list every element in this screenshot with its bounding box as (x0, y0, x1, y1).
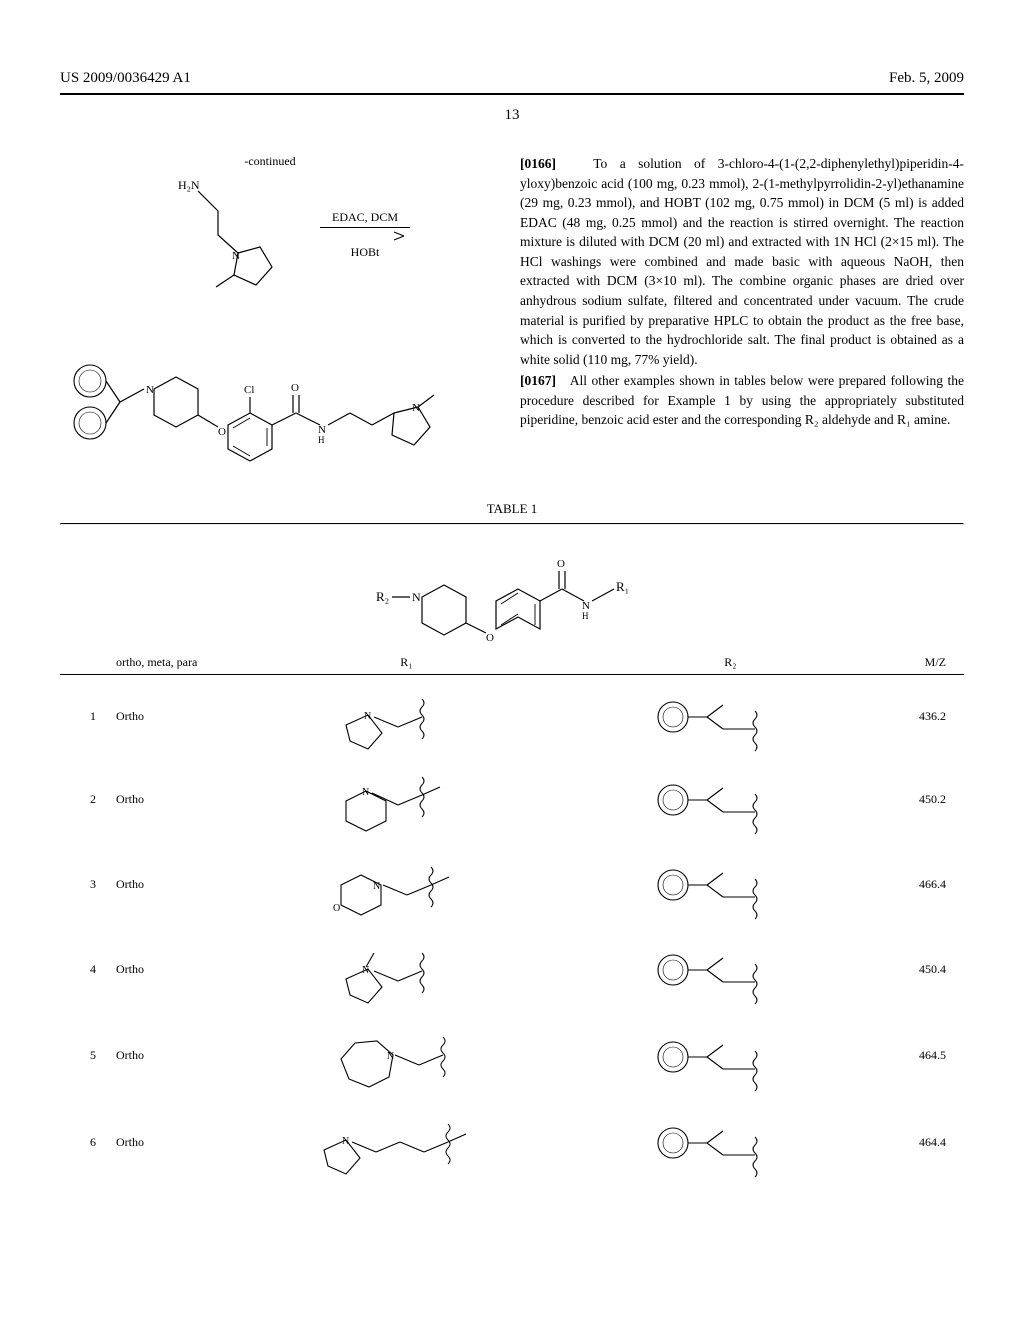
col-pos: ortho, meta, para (110, 651, 232, 675)
table-row: 3 Ortho N O (60, 841, 964, 927)
table-header-row: ortho, meta, para R₁ R₂ M/Z (60, 651, 964, 675)
table-row: 5 Ortho N (60, 1011, 964, 1100)
svg-text:N: N (412, 402, 420, 414)
svg-text:H: H (318, 435, 325, 445)
col-r2: R₂ (581, 651, 880, 675)
svg-text:N: N (373, 881, 380, 892)
para-text-0167: All other examples shown in tables below… (520, 373, 964, 427)
cell-pos: Ortho (110, 1100, 232, 1184)
svg-text:N: N (146, 384, 154, 396)
svg-text:N: N (387, 1051, 394, 1062)
page-number: 13 (60, 107, 964, 124)
cell-mz: 436.2 (880, 675, 964, 758)
reagents-top: EDAC, DCM (320, 210, 410, 225)
paragraph-0167: [0167] All other examples shown in table… (520, 371, 964, 430)
svg-text:R₂: R₂ (376, 589, 389, 604)
cell-mz: 464.5 (880, 1011, 964, 1100)
table-row: 6 Ortho N (60, 1100, 964, 1184)
svg-text:H: H (582, 611, 589, 621)
cell-r1: N (232, 1011, 581, 1100)
running-header: US 2009/0036429 A1 Feb. 5, 2009 (60, 70, 964, 87)
reagents-bottom: HOBt (320, 245, 410, 260)
paragraph-0166: [0166] To a solution of 3-chloro-4-(1-(2… (520, 154, 964, 369)
cell-r2 (581, 1100, 880, 1184)
pub-date: Feb. 5, 2009 (889, 70, 964, 87)
table-core-structure: R₂ N O O N H (60, 525, 964, 651)
cell-r2 (581, 927, 880, 1011)
col-r1: R₁ (232, 651, 581, 675)
cell-pos: Ortho (110, 757, 232, 841)
scheme-row-top: H₂N N EDAC, DCM HOBt (90, 175, 480, 295)
page-container: US 2009/0036429 A1 Feb. 5, 2009 13 -cont… (0, 0, 1024, 1224)
table-caption: TABLE 1 (60, 501, 964, 517)
svg-text:R₁: R₁ (616, 579, 629, 594)
cell-mz: 464.4 (880, 1100, 964, 1184)
scheme-row-product: N O Cl O (60, 299, 480, 479)
cell-r2 (581, 1011, 880, 1100)
cell-pos: Ortho (110, 841, 232, 927)
svg-text:H₂N: H₂N (178, 178, 200, 192)
continued-label: -continued (60, 154, 480, 169)
svg-text:N: N (412, 590, 421, 604)
cell-idx: 5 (60, 1011, 110, 1100)
cell-idx: 1 (60, 675, 110, 758)
cell-pos: Ortho (110, 675, 232, 758)
para-num-0166: [0166] (520, 156, 556, 171)
cell-idx: 2 (60, 757, 110, 841)
cell-r2 (581, 841, 880, 927)
cell-r2 (581, 757, 880, 841)
cell-r1: N O (232, 841, 581, 927)
para-text-0166: To a solution of 3-chloro-4-(1-(2,2-diph… (520, 156, 964, 367)
svg-text:O: O (218, 426, 226, 438)
cell-r2 (581, 675, 880, 758)
cell-mz: 450.2 (880, 757, 964, 841)
left-column: -continued H₂N N EDAC, DCM (60, 154, 480, 483)
cell-r1: N (232, 675, 581, 758)
para-num-0167: [0167] (520, 373, 556, 388)
cell-idx: 6 (60, 1100, 110, 1184)
cell-mz: 466.4 (880, 841, 964, 927)
table-data: ortho, meta, para R₁ R₂ M/Z 1 Ortho N (60, 651, 964, 1184)
cell-r1: N (232, 927, 581, 1011)
svg-text:O: O (557, 558, 565, 570)
cell-r1: N (232, 1100, 581, 1184)
product-structure: N O Cl O (60, 299, 480, 479)
svg-text:N: N (362, 787, 369, 798)
right-column: [0166] To a solution of 3-chloro-4-(1-(2… (520, 154, 964, 483)
cell-idx: 4 (60, 927, 110, 1011)
table-row: 4 Ortho N (60, 927, 964, 1011)
col-mz: M/Z (880, 651, 964, 675)
svg-text:O: O (291, 382, 299, 394)
svg-text:N: N (342, 1136, 349, 1147)
cell-idx: 3 (60, 841, 110, 927)
svg-text:O: O (333, 903, 340, 914)
header-rule (60, 93, 964, 95)
cell-mz: 450.4 (880, 927, 964, 1011)
col-idx (60, 651, 110, 675)
cell-pos: Ortho (110, 927, 232, 1011)
table-row: 2 Ortho N (60, 757, 964, 841)
svg-text:N: N (364, 711, 371, 722)
amine-reactant-structure: H₂N N (160, 175, 310, 295)
pub-number: US 2009/0036429 A1 (60, 70, 191, 87)
reaction-arrow: EDAC, DCM HOBt (320, 210, 410, 260)
table-row: 1 Ortho N (60, 675, 964, 758)
svg-text:N: N (232, 250, 240, 262)
two-column-layout: -continued H₂N N EDAC, DCM (60, 154, 964, 483)
svg-text:Cl: Cl (244, 384, 254, 396)
cell-pos: Ortho (110, 1011, 232, 1100)
table-1: TABLE 1 R₂ N O O (60, 501, 964, 1184)
svg-text:O: O (486, 632, 494, 641)
cell-r1: N (232, 757, 581, 841)
